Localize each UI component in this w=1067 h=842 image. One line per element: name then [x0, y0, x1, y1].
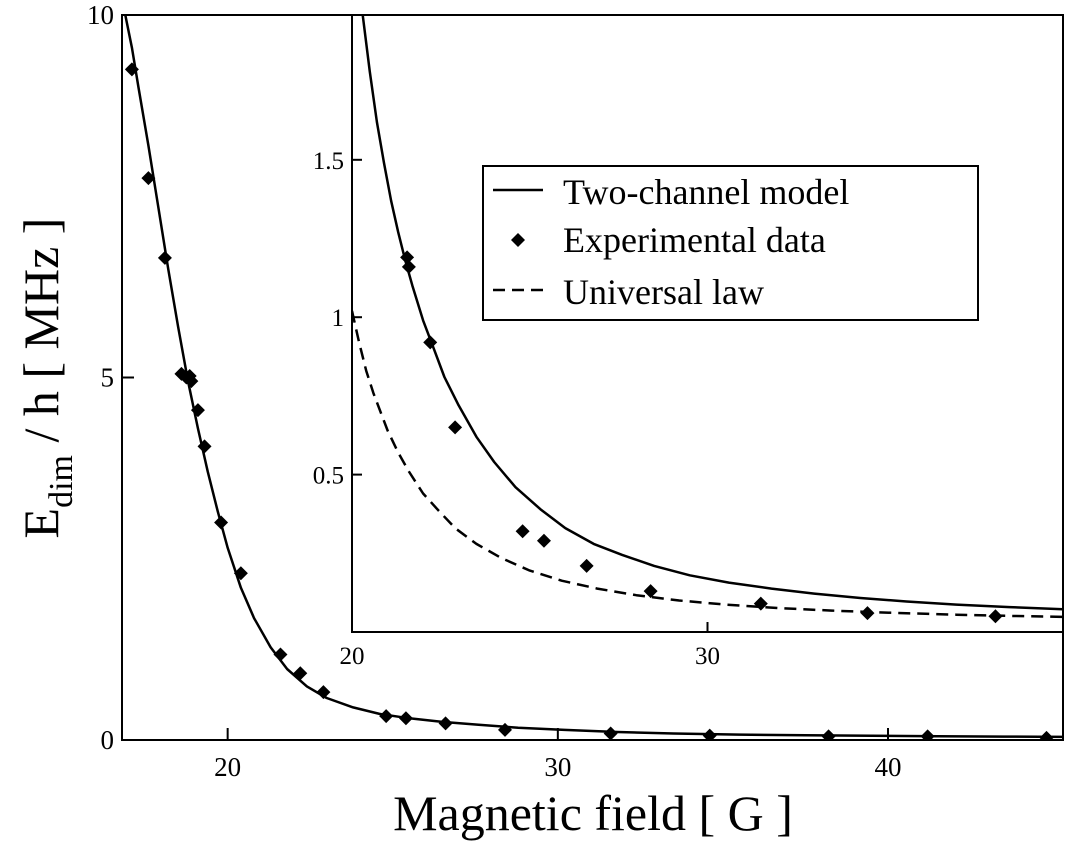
main-data-point-marker [184, 374, 199, 389]
main-data-point-marker [141, 171, 156, 186]
main-data-point-marker [316, 685, 331, 700]
legend-box [482, 165, 979, 321]
main-data-point-marker [920, 729, 935, 740]
legend-label-experimental: Experimental data [563, 220, 826, 260]
main-data-point-marker [1039, 730, 1054, 740]
inset-axis-ticks: 20 30 0.5 1 1.5 [313, 148, 720, 670]
main-y-tick-label: 0 [101, 725, 115, 755]
inset-data-point-marker [400, 250, 415, 265]
inset-data-point-marker [423, 335, 438, 350]
main-data-point-marker [157, 250, 172, 265]
main-data-point-marker [379, 709, 394, 724]
legend-label-two-channel: Two-channel model [563, 172, 849, 212]
inset-universal-law-curve [352, 310, 1063, 619]
main-two-channel-model-curve [124, 15, 1063, 739]
main-data-point-marker [398, 711, 413, 726]
inset-x-tick-label: 30 [695, 643, 720, 670]
inset-two-channel-model-curve [361, 15, 1063, 611]
main-data-point-marker [190, 403, 205, 418]
y-axis-title-rest: / h [ MHz ] [13, 218, 69, 455]
main-x-tick-label: 30 [544, 752, 571, 782]
main-data-point-marker [124, 62, 139, 77]
main-axis-ticks: 20 30 40 0 5 10 [87, 0, 902, 782]
legend-label-universal: Universal law [563, 272, 764, 312]
main-data-point-marker [702, 728, 717, 740]
main-data-point-marker [821, 729, 836, 740]
inset-plot-frame [351, 14, 1064, 633]
inset-y-tick-label: 0.5 [313, 463, 344, 490]
x-axis-title: Magnetic field [ G ] [393, 785, 793, 841]
main-data-point-marker [197, 439, 212, 454]
main-series-area [124, 15, 1063, 740]
main-data-point-marker [273, 647, 288, 662]
inset-data-point-marker [643, 584, 658, 599]
inset-x-tick-label: 20 [340, 643, 365, 670]
inset-data-point-marker [448, 420, 463, 435]
inset-data-point-marker [579, 558, 594, 573]
inset-series-area [352, 15, 1063, 624]
main-data-point-marker [438, 716, 453, 731]
main-y-tick-label: 10 [87, 0, 114, 30]
y-axis-title: Edim / h [ MHz ] [13, 218, 80, 539]
y-axis-title-subscript: dim [43, 455, 80, 508]
inset-plot-series [352, 15, 1063, 624]
inset-data-point-marker [536, 533, 551, 548]
inset-y-tick-label: 1.5 [313, 148, 344, 175]
main-y-tick-label: 5 [101, 363, 115, 393]
main-plot-series [124, 15, 1063, 740]
inset-y-tick-label: 1 [332, 305, 345, 332]
main-x-tick-label: 40 [875, 752, 902, 782]
main-data-point-marker [293, 666, 308, 681]
inset-data-point-marker [515, 524, 530, 539]
legend-diamond-marker [511, 233, 525, 247]
main-data-point-marker [214, 515, 229, 530]
y-axis-title-main: E [13, 508, 69, 539]
inset-data-point-marker [401, 259, 416, 274]
legend: Two-channel model Experimental data Univ… [482, 165, 979, 321]
main-data-point-marker [498, 722, 513, 737]
main-data-point-marker [603, 726, 618, 740]
main-data-point-marker [233, 566, 248, 581]
main-x-tick-label: 20 [214, 752, 241, 782]
